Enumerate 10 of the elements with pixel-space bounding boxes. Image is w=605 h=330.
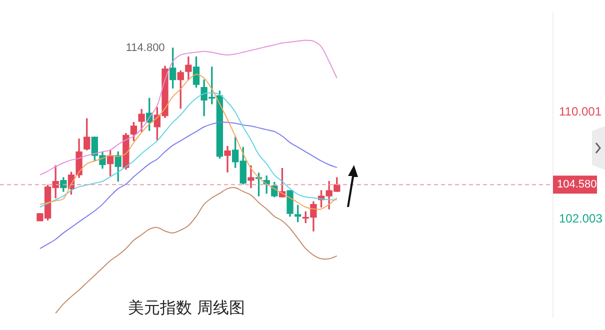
candlestick (248, 165, 254, 188)
y-tick-label: 110.001 (559, 104, 602, 118)
y-tick-label: 102.003 (559, 211, 603, 226)
annotation: 114.800 (126, 42, 165, 54)
line-series (39, 122, 338, 250)
ref-line-label: 104.580 (557, 178, 597, 191)
text: 美元指数 周线图 (128, 298, 246, 319)
candlestick (224, 146, 231, 172)
line-series (39, 40, 338, 176)
line-series (55, 187, 338, 314)
